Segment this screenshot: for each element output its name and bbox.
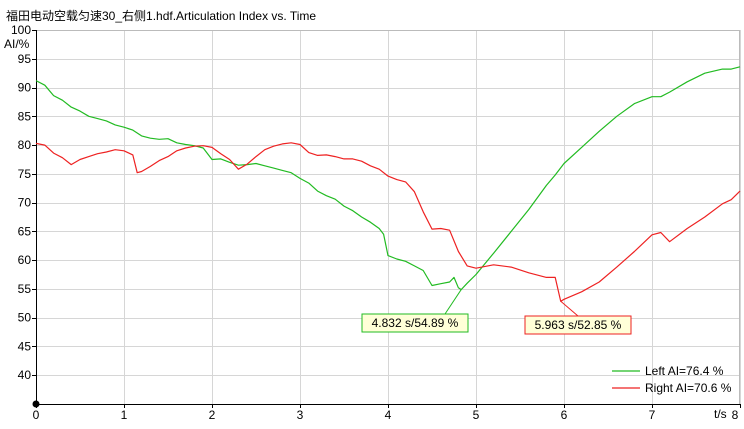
legend: Left AI=76.4 % Right AI=70.6 % xyxy=(612,364,732,395)
chart-title: 福田电动空载匀速30_右侧1.hdf.Articulation Index vs… xyxy=(6,8,316,23)
y-tick-label: 95 xyxy=(18,52,32,66)
x-axis-label: t/s xyxy=(714,407,727,421)
y-axis-label: AI/% xyxy=(4,37,30,51)
y-tick-label: 60 xyxy=(18,253,32,267)
grid xyxy=(36,30,741,405)
x-tick-label: 2 xyxy=(209,408,216,422)
y-tick-label: 50 xyxy=(18,311,32,325)
series-line-0 xyxy=(35,66,741,291)
y-tick-label: 40 xyxy=(18,368,32,382)
y-tick-label: 80 xyxy=(18,138,32,152)
y-tick-label: 90 xyxy=(18,81,32,95)
y-tick-label: 55 xyxy=(18,282,32,296)
annotation-box xyxy=(524,315,632,335)
series-line-1 xyxy=(35,142,741,302)
legend-label-1: Right AI=70.6 % xyxy=(645,381,732,395)
x-tick-label: 0 xyxy=(33,408,40,422)
x-tick-label: 4 xyxy=(385,408,392,422)
series-layer xyxy=(35,66,741,302)
origin-dot xyxy=(32,400,40,408)
y-tick-label: 70 xyxy=(18,196,32,210)
x-tick-label: 8 xyxy=(732,408,739,422)
x-tick-label: 6 xyxy=(561,408,568,422)
annotation-leader xyxy=(444,289,462,315)
x-tick-label: 5 xyxy=(473,408,480,422)
annotation-leader xyxy=(560,300,579,317)
x-tick-label: 7 xyxy=(649,408,656,422)
x-tick-label: 3 xyxy=(297,408,304,422)
annotations: 4.832 s/54.89 % 5.963 s/52.85 % xyxy=(361,289,632,335)
annotation-label: 5.963 s/52.85 % xyxy=(535,318,622,332)
y-tick-label: 65 xyxy=(18,224,32,238)
y-tick-label: 85 xyxy=(18,109,32,123)
annotation-label: 4.832 s/54.89 % xyxy=(372,316,459,330)
legend-label-0: Left AI=76.4 % xyxy=(645,364,724,378)
y-tick-label: 100 xyxy=(11,23,31,37)
annotation-box xyxy=(361,313,469,333)
y-tick-label: 45 xyxy=(18,339,32,353)
y-tick-label: 75 xyxy=(18,167,32,181)
x-tick-label: 1 xyxy=(121,408,128,422)
